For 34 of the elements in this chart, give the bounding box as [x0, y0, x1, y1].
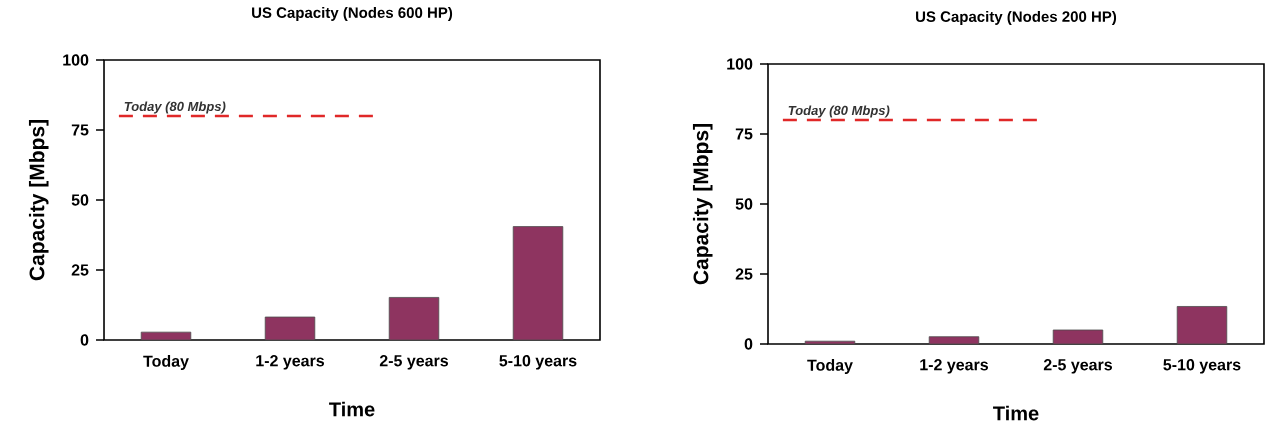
y-tick-label: 50 — [71, 194, 89, 206]
x-tick-label: Today — [807, 359, 853, 374]
x-tick-label: 1-2 years — [920, 359, 989, 374]
y-tick-label: 0 — [744, 338, 753, 350]
y-tick-label: 25 — [71, 264, 89, 276]
bar — [1176, 306, 1228, 345]
x-tick-label: 5-10 years — [1163, 359, 1241, 374]
x-tick-label: 2-5 years — [379, 355, 449, 370]
y-tick-label: 100 — [63, 54, 89, 66]
x-axis-title: Time — [993, 405, 1039, 421]
y-tick-label: 75 — [71, 124, 89, 136]
x-tick-label: 2-5 years — [1043, 359, 1113, 374]
y-axis-title: Capacity [Mbps] — [692, 124, 713, 285]
bar — [264, 316, 316, 341]
bar — [804, 340, 856, 345]
y-tick-label: 0 — [80, 334, 89, 346]
y-axis-title: Capacity [Mbps] — [28, 120, 49, 281]
y-tick-label: 50 — [735, 198, 753, 210]
x-axis-title: Time — [329, 401, 375, 417]
y-tick-label: 25 — [735, 268, 753, 280]
bar — [1052, 329, 1104, 345]
x-tick-label: 5-10 years — [499, 355, 577, 370]
x-tick-label: Today — [143, 355, 189, 370]
x-tick-label: 1-2 years — [256, 355, 325, 370]
chart-title: US Capacity (Nodes 600 HP) — [252, 6, 453, 21]
ref-line-label: Today (80 Mbps) — [788, 105, 890, 118]
y-tick-label: 75 — [735, 128, 753, 140]
ref-line-label: Today (80 Mbps) — [124, 101, 226, 114]
bar — [928, 336, 980, 345]
chart-title: US Capacity (Nodes 200 HP) — [916, 10, 1117, 25]
bar — [512, 226, 564, 341]
bar — [388, 297, 440, 341]
y-tick-label: 100 — [727, 58, 753, 70]
bar — [140, 331, 192, 341]
